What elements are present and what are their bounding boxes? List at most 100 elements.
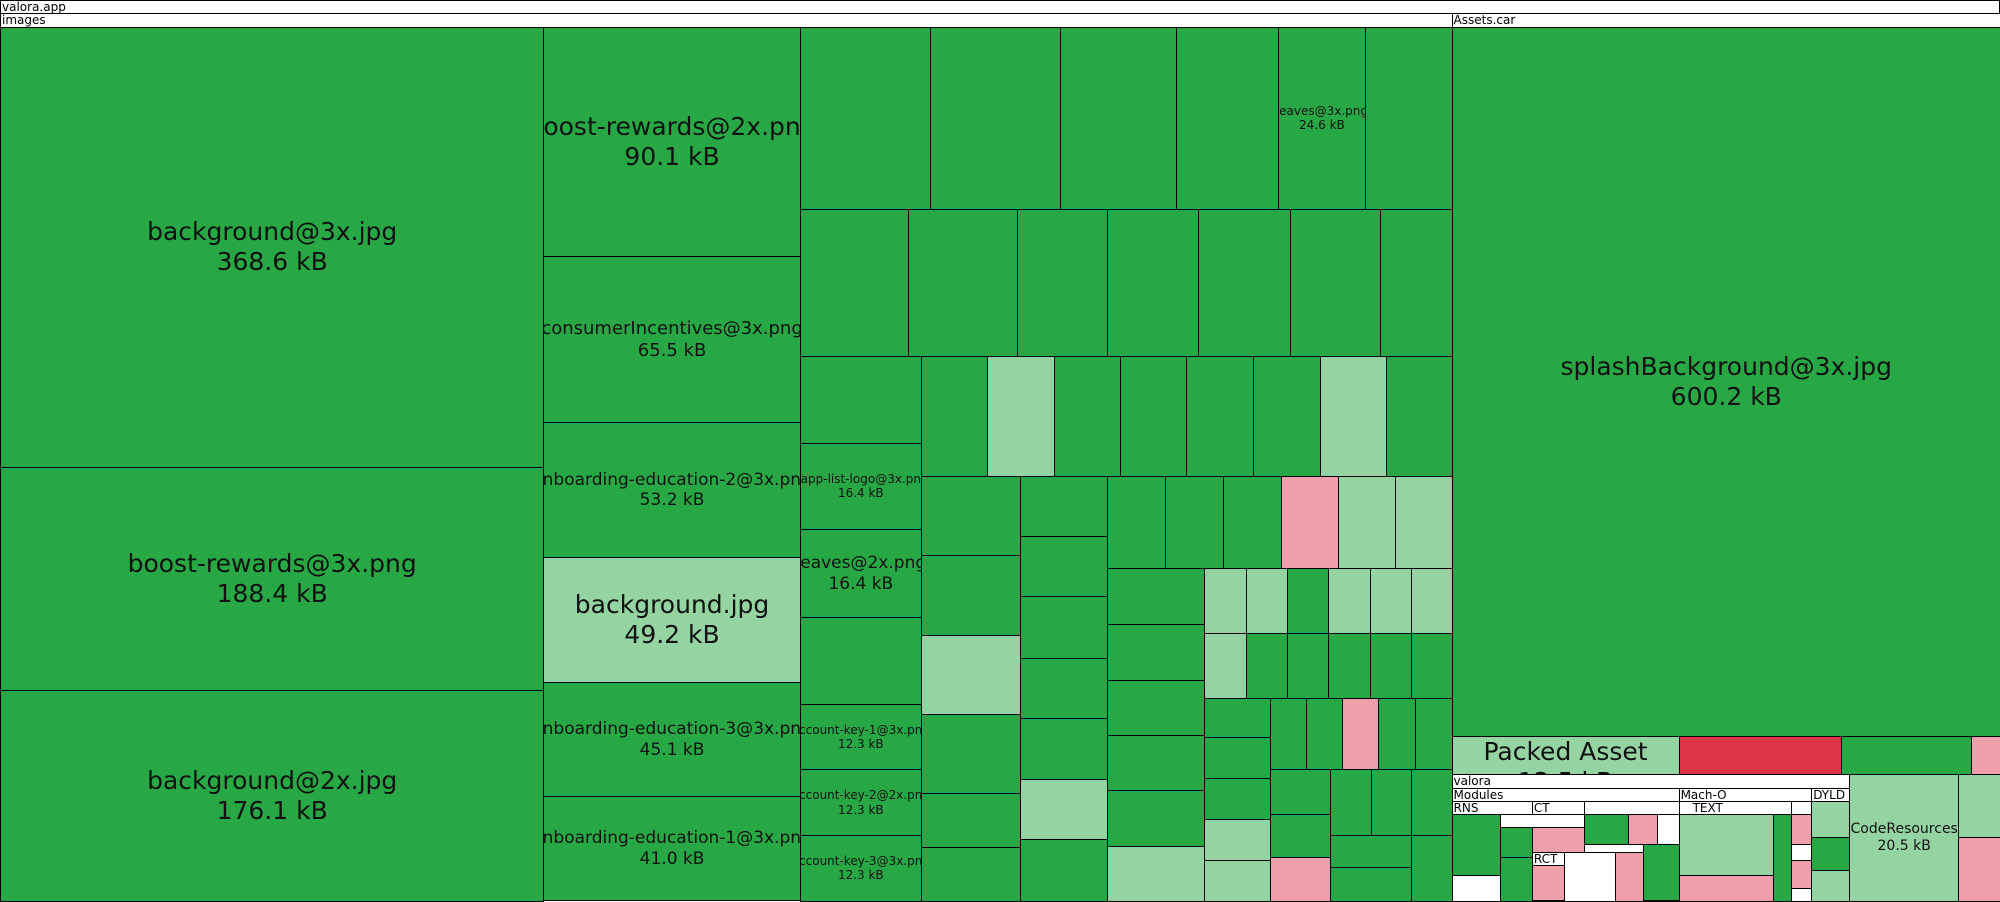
file-tile: boost-rewards@3x.png 188.4 kB: [0, 466, 545, 692]
tile: [1246, 567, 1288, 634]
tile: [920, 554, 1022, 637]
file-tile: dapp-list-logo@3x.png 16.4 kB: [799, 442, 922, 531]
file-tile: background.jpg 49.2 kB: [543, 557, 801, 684]
section-label: valora: [1451, 774, 1851, 790]
tile: [1970, 735, 2000, 776]
file-size: 16.4 kB: [828, 573, 894, 594]
tile: [1369, 567, 1412, 634]
tile: [1642, 844, 1680, 902]
tile: [799, 617, 922, 706]
tile: [1020, 595, 1109, 660]
tile: [1016, 209, 1109, 357]
tile: [1410, 567, 1453, 634]
tile: [1678, 875, 1774, 902]
file-name: leaves@2x.png: [799, 553, 922, 574]
section-label: CT: [1531, 801, 1586, 815]
tile: [1107, 567, 1206, 625]
file-tile: leaves@2x.png 16.4 kB: [799, 529, 922, 619]
file-tile: account-key-2@2x.png12.3 kB: [799, 769, 922, 837]
tile: [1790, 813, 1813, 846]
tile: [1270, 769, 1332, 815]
tile: [1204, 818, 1272, 861]
tile: [799, 209, 910, 357]
tile: [1204, 632, 1248, 699]
tile: [1107, 845, 1206, 902]
tile: [1811, 869, 1851, 902]
tile: [1289, 209, 1382, 357]
tile: [799, 355, 922, 444]
tile: [920, 635, 1022, 716]
file-size: 53.2 kB: [639, 490, 705, 511]
tile: [1386, 355, 1453, 477]
tile: [1451, 875, 1501, 902]
tile: [920, 355, 989, 477]
tile: [1330, 835, 1412, 869]
file-name: background.jpg: [574, 590, 770, 620]
tile: [1204, 778, 1272, 820]
file-name: consumerIncentives@3x.png: [543, 318, 801, 340]
tile: [1107, 209, 1199, 357]
file-name: boost-rewards@3x.png: [127, 548, 417, 578]
file-name: dapp-list-logo@3x.png: [799, 472, 922, 487]
tile: [1500, 857, 1533, 902]
tile: [1410, 632, 1453, 699]
file-name: background@3x.jpg: [147, 217, 398, 247]
file-name: boost-rewards@2x.png: [543, 112, 801, 142]
file-size: 12.3 kB: [837, 737, 884, 752]
section-label: Mach-O: [1678, 788, 1813, 802]
section-label: RCT: [1531, 852, 1565, 866]
tile: [1107, 789, 1206, 847]
file-size: 368.6 kB: [216, 247, 328, 277]
tile: [1678, 813, 1774, 876]
tile: [1286, 567, 1329, 634]
file-name: onboarding-education-3@3x.png: [543, 719, 801, 740]
tile: [1410, 835, 1453, 902]
file-name: onboarding-education-2@3x.png: [543, 469, 801, 490]
tile: [1204, 859, 1272, 902]
tile: [1053, 355, 1121, 477]
tile: [1020, 475, 1109, 537]
tile: [1306, 697, 1343, 771]
file-size: 176.1 kB: [216, 795, 328, 825]
tile: [1584, 813, 1629, 846]
tile: [1020, 658, 1109, 720]
tile: [1186, 355, 1254, 477]
file-name: onboarding-education-1@3x.png: [543, 828, 801, 849]
tile: [1204, 567, 1248, 634]
tile: [929, 26, 1061, 211]
section-label: Modules: [1451, 788, 1680, 802]
tile: [1338, 475, 1397, 569]
tile: [1369, 632, 1412, 699]
tile: [1790, 859, 1813, 889]
tile: [1119, 355, 1188, 477]
tile: [1204, 737, 1272, 780]
tile: [1252, 355, 1322, 477]
tile: [920, 714, 1022, 795]
tile: [1678, 735, 1842, 776]
section-label: RNS: [1451, 801, 1533, 815]
group-label: Assets.car: [1451, 12, 2000, 28]
tile: [1364, 26, 1453, 211]
tile: [1656, 813, 1680, 846]
file-size: 12.3 kB: [837, 868, 884, 883]
file-tile: consumerIncentives@3x.png 65.5 kB: [543, 256, 801, 424]
file-tile: onboarding-education-3@3x.png 45.1 kB: [543, 682, 801, 797]
tile: [1330, 867, 1412, 902]
file-tile: account-key-1@3x.png12.3 kB: [799, 704, 922, 771]
tile: [1107, 734, 1206, 791]
section-label: DYLD: [1811, 788, 1851, 802]
file-tile: onboarding-education-1@3x.png 41.0 kB: [543, 795, 801, 902]
tile: [1957, 836, 2000, 902]
file-tile: leaves@3x.png 24.6 kB: [1278, 26, 1366, 211]
section-label: __TEXT: [1678, 801, 1792, 815]
file-name: splashBackground@3x.jpg: [1560, 351, 1892, 381]
file-size: 188.4 kB: [216, 578, 328, 608]
file-name: account-key-3@3x.png: [801, 854, 922, 869]
tile: [1327, 632, 1371, 699]
tile: [1270, 697, 1308, 771]
tile: [1197, 209, 1291, 357]
file-name: account-key-2@2x.png: [801, 788, 922, 803]
tile: [1957, 774, 2000, 838]
tile: [1320, 355, 1388, 477]
